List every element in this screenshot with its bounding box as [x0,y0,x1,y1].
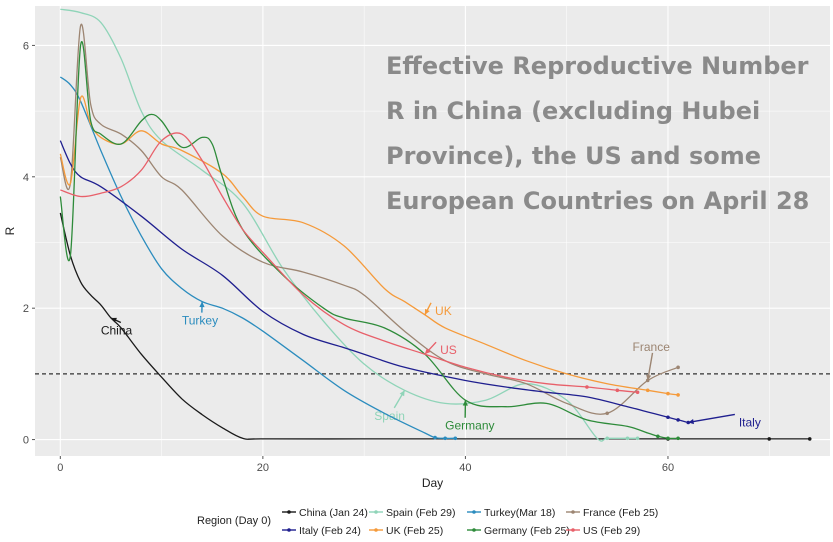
series-line-china [59,212,810,440]
x-tick-label: 0 [57,462,63,474]
series-point-germany [676,436,680,441]
series-point-spain [635,436,640,441]
series-point-france [605,411,609,416]
series-line-uk [59,95,679,396]
series-point-us [635,390,640,395]
annotation-france: France [633,340,671,354]
annotation-germany: Germany [445,419,494,433]
annotation-uk: UK [435,304,452,318]
x-tick-label: 60 [662,462,674,474]
annotation-arrowhead-us [424,348,431,355]
legend-entry-us: US (Feb 29) [583,525,640,537]
x-tick-label: 40 [459,462,471,474]
series-point-italy [666,415,670,420]
annotation-turkey: Turkey [182,314,218,328]
legend-entry-france: France (Feb 25) [583,507,658,519]
annotation-italy: Italy [739,415,761,429]
legend-entry-uk: UK (Feb 25) [386,525,443,537]
series-point-spain [625,436,630,441]
series-point-uk [676,393,680,397]
legend-key-point-china [287,510,291,514]
annotation-arrowhead-france [646,374,652,381]
series-point-france [676,365,680,370]
legend-entry-spain: Spain (Feb 29) [386,507,455,519]
plot-panel [35,6,830,456]
series-point-uk [645,388,650,393]
legend-key-point-france [571,510,575,514]
series-point-germany [656,434,660,439]
annotation-arrowhead-italy [688,419,694,425]
legend-title: Region (Day 0) [197,515,271,527]
series-point-us [615,388,620,393]
x-axis-label: Day [422,476,443,490]
annotation-arrowhead-germany [462,400,468,406]
series-point-turkey [443,436,447,441]
series-point-turkey [453,436,458,441]
series-line-turkey [59,76,456,439]
legend-entry-germany: Germany (Feb 25) [484,525,570,537]
y-tick-label: 4 [23,172,29,184]
legend-key-point-spain [374,510,378,514]
legend-key-point-italy [287,528,291,532]
y-tick-label: 0 [23,435,29,447]
series-line-italy [59,140,689,424]
series-point-france [645,378,650,383]
x-tick-label: 20 [257,462,269,474]
legend-entry-italy: Italy (Feb 24) [299,525,361,537]
series-point-uk [666,391,670,396]
legend-key-point-turkey [472,510,476,514]
annotation-arrowhead-china [110,317,117,323]
overlay-title: Effective Reproductive Number R in China… [386,52,810,215]
annotation-arrowhead-turkey [199,301,205,308]
y-tick-label: 6 [23,40,29,52]
annotation-arrowhead-uk [424,308,430,315]
annotation-arrow-italy [688,413,735,424]
series-point-china [767,437,772,441]
series-line-france [59,23,679,415]
annotation-us: US [440,343,457,357]
legend-key-point-uk [374,528,378,532]
series-line-us [60,132,638,393]
series-line-spain [60,8,638,442]
series-point-italy [676,418,680,422]
y-axis-label: R [3,226,17,235]
y-tick-label: 2 [23,303,29,315]
series-point-china [807,437,812,441]
legend-key-point-us [571,528,575,532]
series-point-turkey [433,435,437,440]
series-point-spain [605,436,609,441]
annotation-arrowhead-spain [399,390,405,397]
legend-entry-turkey: Turkey(Mar 18) [484,507,555,519]
legend-key-point-germany [472,528,476,532]
annotation-china: China [101,323,133,337]
series-point-us [585,385,589,389]
series-point-germany [666,436,670,441]
legend-entry-china: China (Jan 24) [299,507,368,519]
